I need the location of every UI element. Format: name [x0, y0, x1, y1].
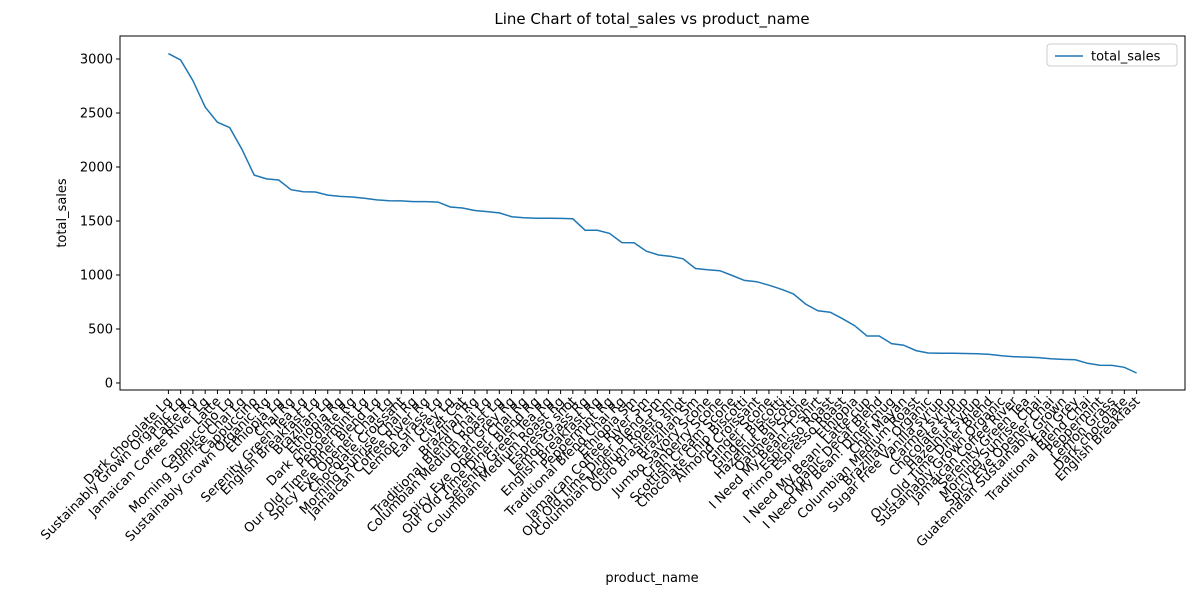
y-tick-label: 2500 — [80, 106, 113, 121]
y-tick-label: 3000 — [80, 53, 113, 68]
chart-title: Line Chart of total_sales vs product_nam… — [494, 10, 809, 29]
y-tick-label: 2000 — [80, 160, 113, 175]
x-axis-label: product_name — [605, 571, 698, 586]
line — [168, 52, 1137, 374]
y-tick-label: 500 — [88, 322, 113, 337]
legend-box — [1046, 43, 1178, 67]
plot-frame — [119, 35, 1186, 391]
y-tick-label: 1000 — [80, 268, 113, 283]
legend-label: total_sales — [1091, 50, 1161, 65]
y-tick-label: 0 — [105, 376, 113, 391]
y-axis-label: total_sales — [55, 178, 70, 248]
y-tick-label: 1500 — [80, 214, 113, 229]
